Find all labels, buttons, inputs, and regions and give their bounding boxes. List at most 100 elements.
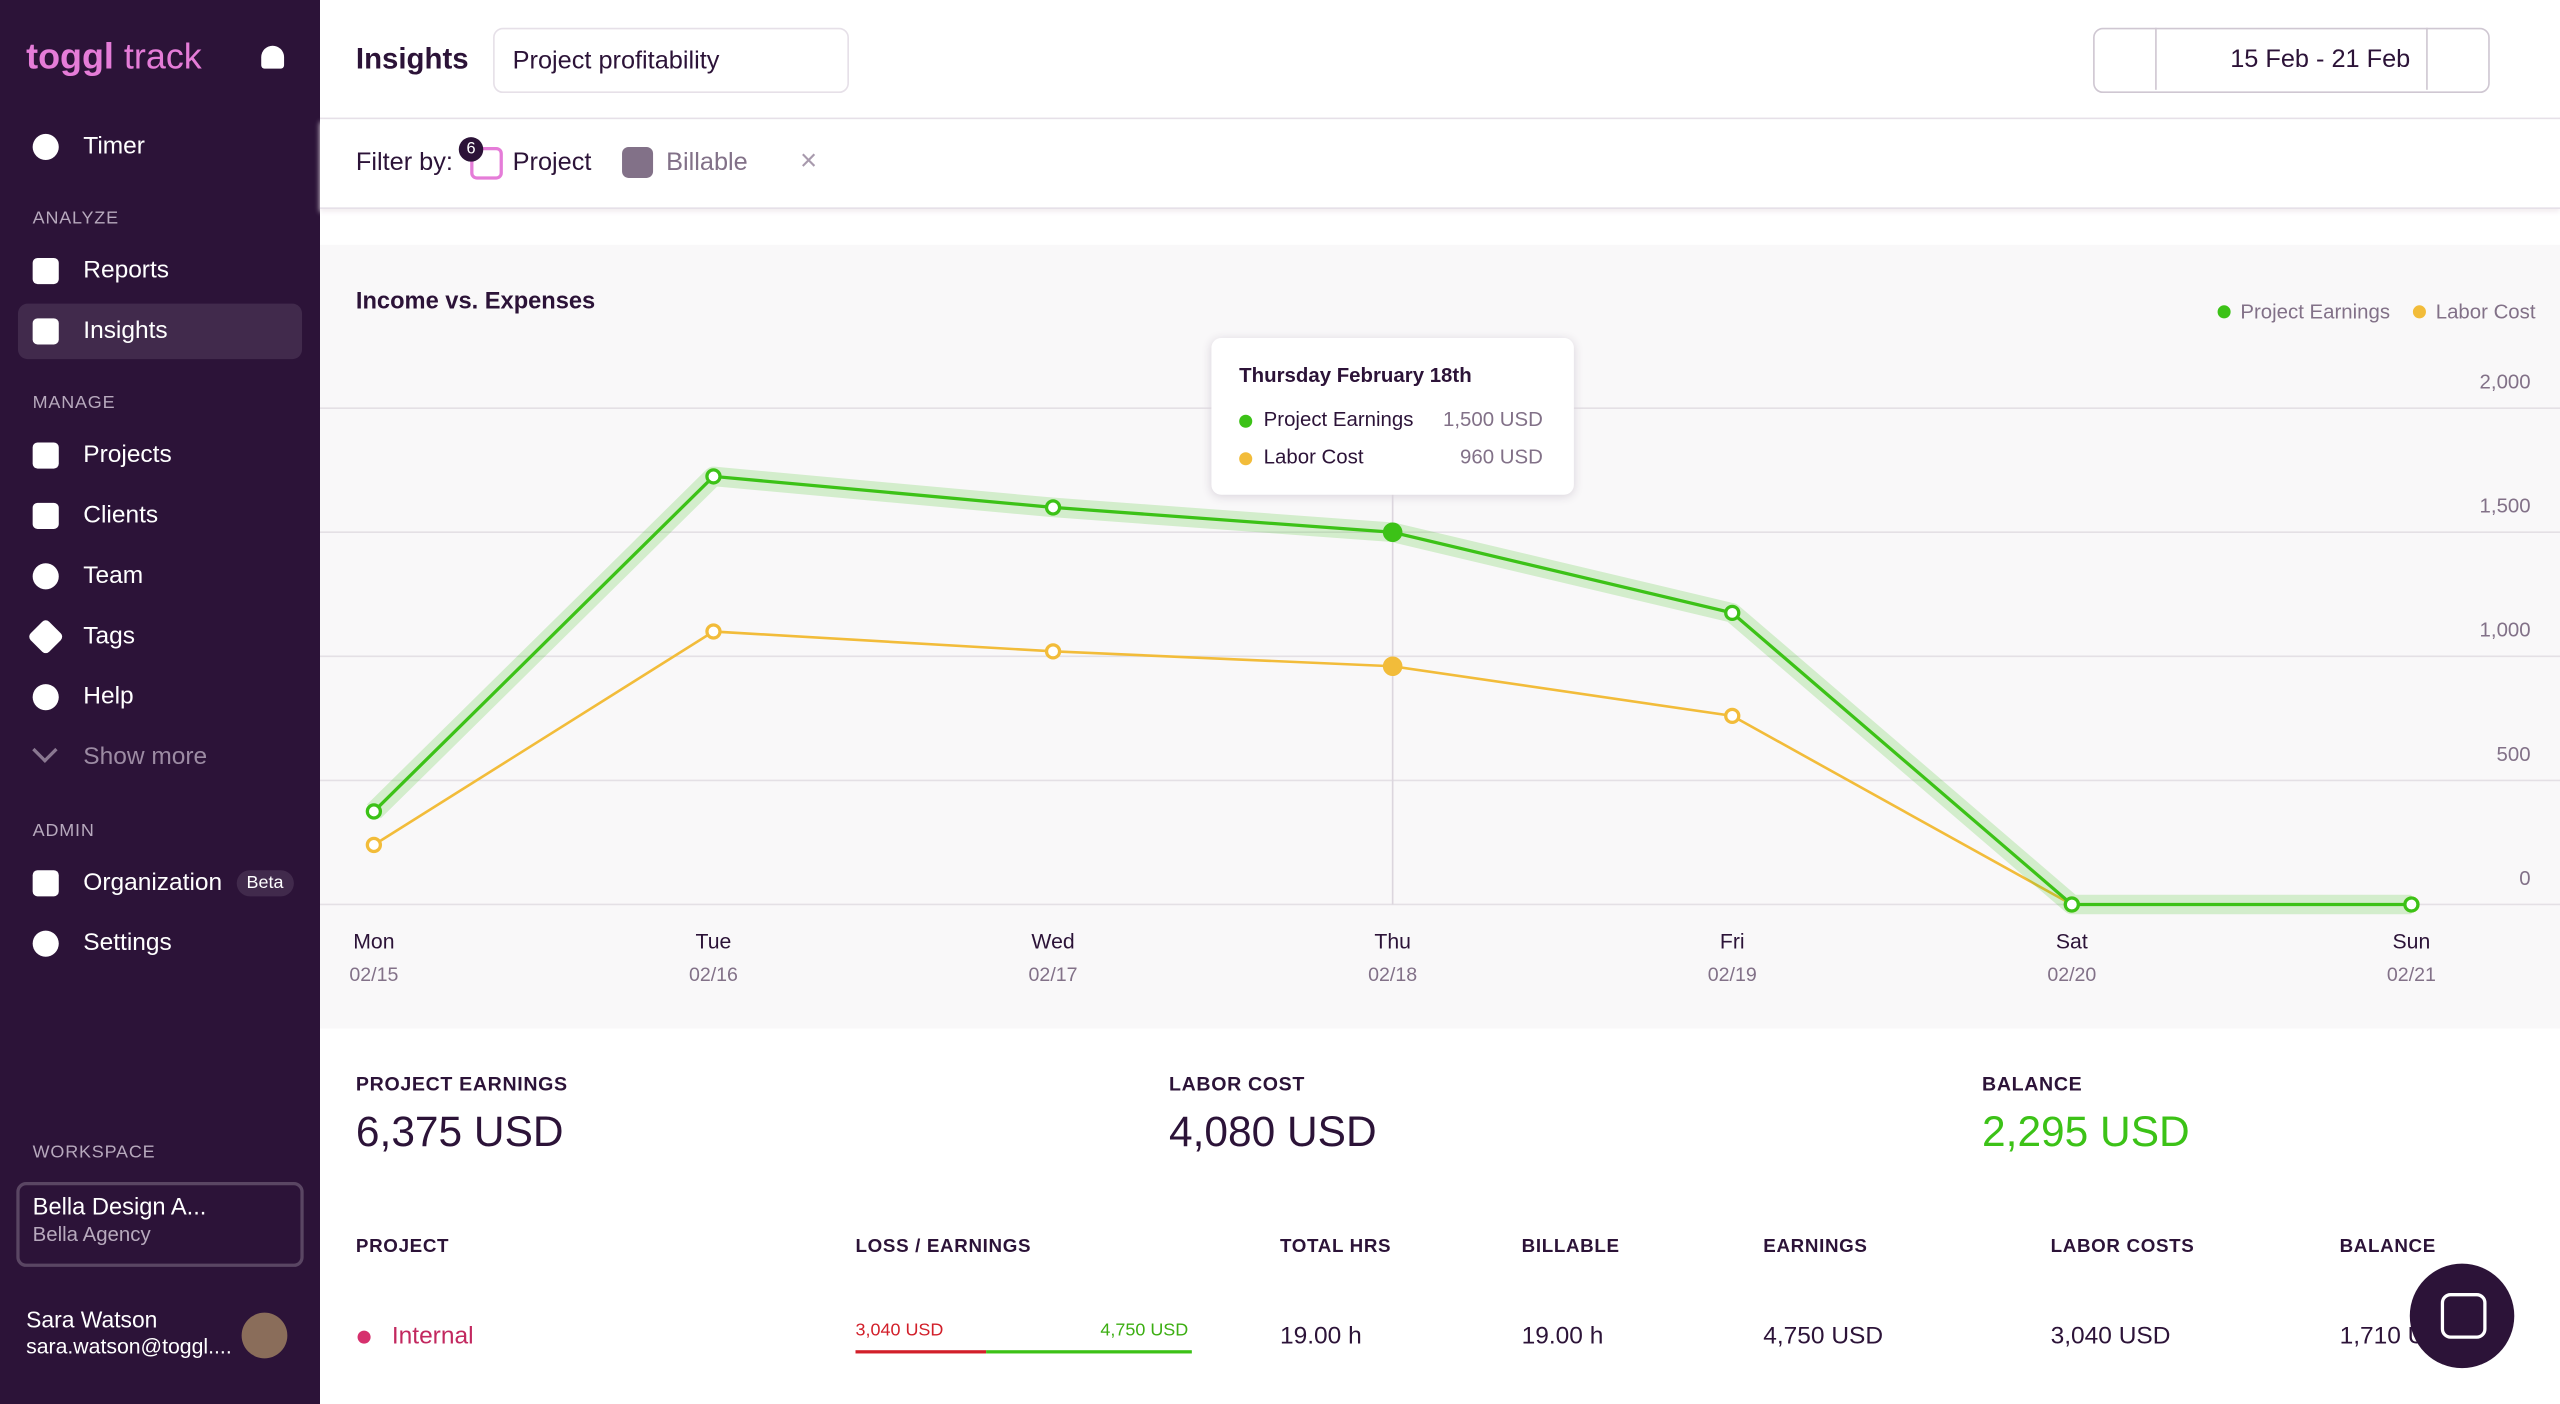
summary-value: 6,375 USD bbox=[355, 1106, 564, 1156]
x-tick-label: Tue bbox=[696, 931, 732, 954]
logo[interactable]: toggl track bbox=[26, 36, 202, 78]
timer-icon bbox=[32, 133, 59, 160]
y-tick-label: 500 bbox=[2497, 744, 2531, 766]
sidebar: toggl track Timer ANALYZE Reports Insigh… bbox=[0, 0, 320, 1404]
filter-billable[interactable]: Billable bbox=[666, 148, 748, 177]
clear-filter[interactable]: × bbox=[799, 143, 818, 177]
filter-label: Filter by: bbox=[355, 148, 453, 177]
project-dot bbox=[357, 1330, 371, 1344]
legend-label: Project Earnings bbox=[2240, 301, 2390, 323]
reports-icon bbox=[32, 257, 59, 285]
user-email: sara.watson@toggl.... bbox=[26, 1333, 232, 1359]
logo-text: track bbox=[123, 35, 202, 77]
x-tick-label: Sat bbox=[2056, 931, 2088, 954]
point bbox=[1044, 643, 1062, 660]
user-name: Sara Watson bbox=[26, 1306, 158, 1333]
tooltip-dot bbox=[1239, 452, 1253, 466]
table-header: EARNINGS bbox=[1763, 1237, 1868, 1258]
nav-item[interactable]: Tags bbox=[83, 622, 135, 650]
x-tick-label: Wed bbox=[1031, 931, 1074, 954]
report-select[interactable] bbox=[493, 27, 849, 94]
section-heading: ADMIN bbox=[32, 821, 95, 841]
table-header: LOSS / EARNINGS bbox=[855, 1237, 1032, 1258]
beta-badge: Beta bbox=[236, 870, 294, 897]
summary-label: PROJECT EARNINGS bbox=[355, 1072, 568, 1096]
tooltip-series: Project Earnings bbox=[1263, 408, 1414, 432]
table-cell: 19.00 h bbox=[1279, 1322, 1362, 1351]
date-picker[interactable] bbox=[2093, 27, 2490, 94]
project-icon bbox=[470, 146, 503, 180]
earnings-bar bbox=[986, 1350, 1192, 1354]
section-heading: WORKSPACE bbox=[32, 1142, 156, 1163]
chevron-icon bbox=[32, 737, 58, 763]
help-icon bbox=[32, 684, 59, 711]
report-name: Project profitability bbox=[512, 47, 720, 76]
team-icon bbox=[32, 563, 59, 590]
chat-button[interactable] bbox=[2409, 1263, 2515, 1369]
filter-project[interactable]: Project bbox=[512, 148, 592, 177]
nav-item[interactable]: Team bbox=[83, 561, 144, 590]
legend-dot bbox=[2412, 305, 2426, 319]
nav-item[interactable]: Show more bbox=[83, 742, 208, 771]
chat-icon bbox=[2440, 1293, 2487, 1339]
org-icon bbox=[32, 870, 59, 897]
settings-icon bbox=[32, 930, 59, 957]
workspace-select[interactable] bbox=[16, 1182, 304, 1267]
nav-item[interactable]: Timer bbox=[83, 132, 145, 160]
tooltip-value: 1,500 USD bbox=[1443, 408, 1543, 432]
point bbox=[2403, 896, 2420, 913]
x-tick-date: 02/20 bbox=[2047, 964, 2096, 986]
summary-value: 4,080 USD bbox=[1168, 1106, 1377, 1156]
table-header: LABOR COSTS bbox=[2050, 1237, 2195, 1258]
date-range: 15 Feb - 21 Feb bbox=[2230, 45, 2411, 74]
point bbox=[705, 468, 722, 485]
nav-item[interactable]: Organization bbox=[83, 868, 223, 897]
point bbox=[365, 803, 383, 820]
workspace-name: Bella Design A... bbox=[32, 1195, 207, 1222]
point bbox=[365, 836, 383, 854]
summary-label: BALANCE bbox=[1982, 1072, 2083, 1096]
x-tick-date: 02/19 bbox=[1708, 964, 1757, 986]
workspace-org: Bella Agency bbox=[32, 1222, 151, 1246]
point bbox=[1724, 604, 1741, 622]
clients-icon bbox=[32, 502, 59, 529]
y-tick-label: 0 bbox=[2519, 868, 2530, 890]
tooltip-dot bbox=[1239, 414, 1253, 428]
bell-icon[interactable] bbox=[261, 45, 285, 69]
x-tick-date: 02/15 bbox=[349, 964, 398, 986]
top-bar bbox=[319, 0, 2560, 120]
x-tick-label: Mon bbox=[353, 931, 394, 954]
point bbox=[1382, 656, 1403, 677]
active-item-bg bbox=[17, 303, 303, 360]
table-header: BILLABLE bbox=[1521, 1237, 1620, 1258]
x-tick-date: 02/17 bbox=[1029, 964, 1078, 986]
tooltip-value: 960 USD bbox=[1460, 445, 1543, 469]
point bbox=[1724, 707, 1741, 725]
tooltip: Thursday February 18th Project Earnings … bbox=[1211, 337, 1574, 495]
section-heading: ANALYZE bbox=[32, 208, 119, 229]
avatar[interactable] bbox=[241, 1312, 288, 1359]
point bbox=[1044, 499, 1062, 516]
earnings-label: 4,750 USD bbox=[1100, 1320, 1189, 1341]
table-header: PROJECT bbox=[355, 1237, 450, 1258]
date-divider bbox=[2155, 27, 2428, 90]
table-cell: Internal bbox=[391, 1322, 474, 1351]
table-cell: 3,040 USD bbox=[2050, 1322, 2171, 1351]
filter-count: 6 bbox=[458, 137, 484, 162]
nav-item[interactable]: Help bbox=[83, 682, 134, 711]
x-tick-label: Thu bbox=[1374, 931, 1411, 954]
x-tick-date: 02/18 bbox=[1368, 964, 1417, 986]
billable-icon bbox=[622, 146, 654, 178]
loss-bar bbox=[855, 1350, 987, 1354]
tooltip-series: Labor Cost bbox=[1263, 445, 1364, 469]
nav-item[interactable]: Clients bbox=[83, 501, 159, 529]
loss-label: 3,040 USD bbox=[855, 1320, 944, 1341]
section-heading: MANAGE bbox=[32, 393, 116, 414]
nav-item[interactable]: Settings bbox=[83, 928, 172, 957]
tags-icon bbox=[27, 618, 65, 656]
nav-item[interactable]: Insights bbox=[83, 316, 168, 345]
nav-item[interactable]: Projects bbox=[83, 440, 172, 469]
nav-item[interactable]: Reports bbox=[83, 256, 170, 285]
